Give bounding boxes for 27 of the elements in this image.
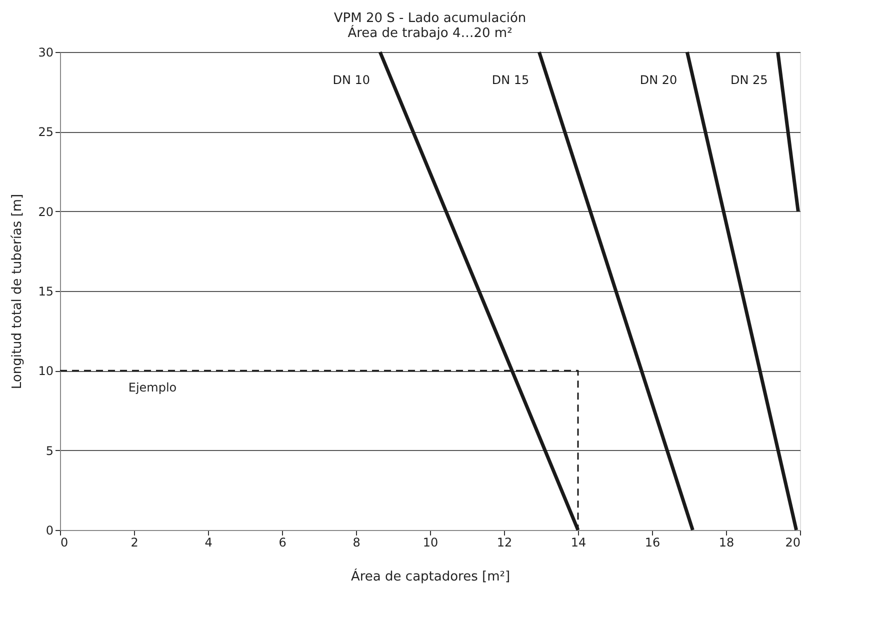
x-tick-label: 16 [644, 536, 660, 550]
x-tick-label: 14 [570, 536, 586, 550]
y-tick-label: 20 [38, 204, 54, 219]
x-tick-label: 2 [130, 536, 138, 550]
series-label: DN 10 [332, 73, 370, 87]
x-tick-label: 0 [60, 536, 68, 550]
x-tick-label: 10 [422, 536, 438, 550]
y-axis-title: Longitud total de tuberías [m] [10, 194, 26, 390]
y-tick-label: 25 [38, 125, 54, 140]
y-tick-label: 10 [38, 364, 54, 378]
x-tick-label: 18 [718, 536, 734, 550]
x-tick-label: 12 [496, 536, 512, 550]
chart-title: VPM 20 S - Lado acumulación [334, 11, 526, 26]
y-tick-label: 15 [38, 284, 54, 298]
annotation: Ejemplo [128, 380, 177, 395]
series-label: DN 20 [640, 73, 678, 87]
y-tick-label: 0 [46, 524, 54, 538]
series-label: DN 25 [730, 73, 768, 87]
chart-subtitle: Área de trabajo 4…20 m² [348, 24, 512, 41]
x-axis-title: Área de captadores [m²] [350, 568, 510, 584]
x-tick-label: 6 [278, 536, 286, 550]
x-tick-label: 20 [785, 536, 800, 550]
x-tick-label: 4 [204, 536, 212, 550]
x-tick-label: 8 [352, 536, 360, 550]
series-label: DN 15 [492, 73, 530, 87]
y-tick-label: 5 [46, 444, 54, 458]
y-tick-label: 30 [38, 46, 54, 60]
